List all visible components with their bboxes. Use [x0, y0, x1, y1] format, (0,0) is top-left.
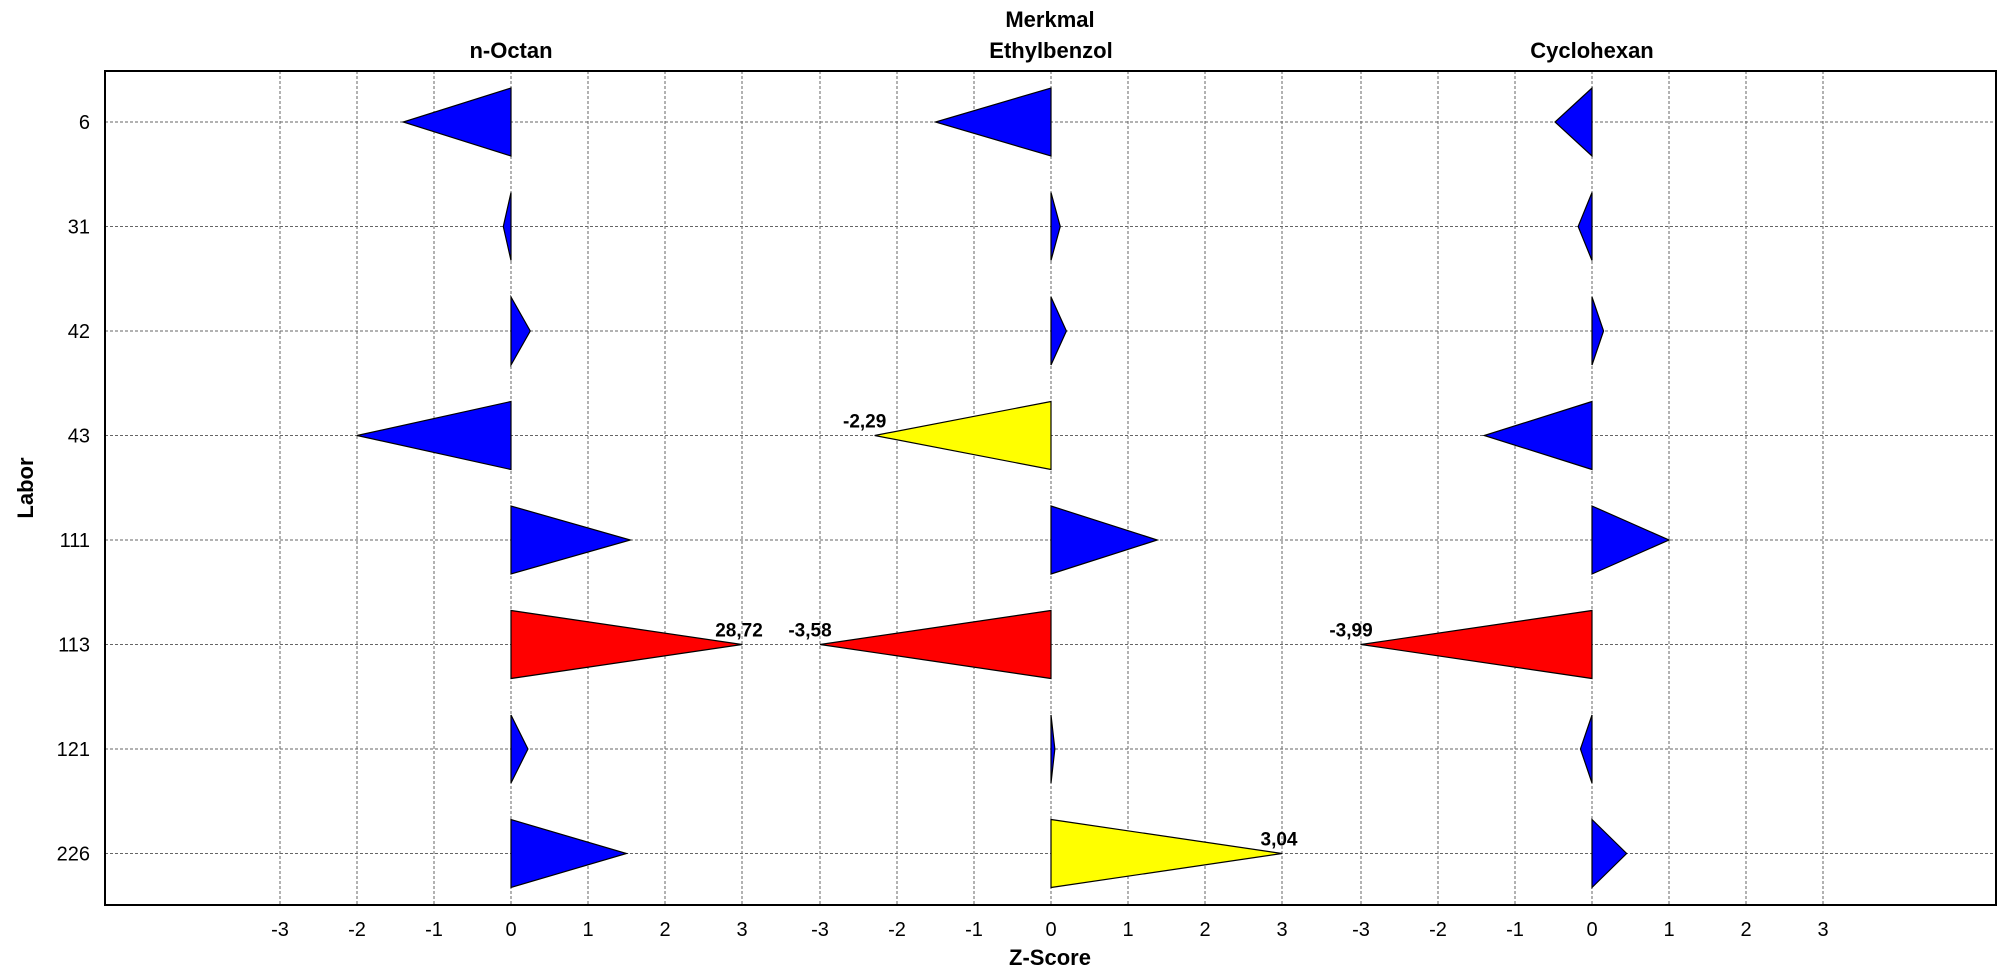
panel-title: n-Octan — [469, 38, 552, 63]
panel-title: Cyclohexan — [1530, 38, 1654, 63]
zscore-triangle — [874, 400, 1052, 471]
x-tick-label: 2 — [659, 919, 670, 941]
panel-title: Ethylbenzol — [989, 38, 1112, 63]
y-tick-label: 111 — [60, 530, 90, 552]
x-tick-label: 3 — [1817, 919, 1828, 941]
y-tick-label: 121 — [57, 739, 90, 761]
plot-frame — [104, 70, 1997, 906]
labels-layer: -3 -2 -1 0 1 2 3 n-Octan -3 -2 -1 0 1 2 3 Ethylbenzol -3… — [57, 38, 1829, 941]
zscore-triangle — [1050, 505, 1160, 575]
zscore-triangle — [1050, 296, 1068, 366]
zscore-triangle — [1591, 818, 1628, 889]
zscore-triangle — [1050, 192, 1061, 261]
zscore-triangle — [401, 87, 512, 157]
y-tick-label: 113 — [58, 635, 90, 657]
y-tick-label: 42 — [68, 321, 90, 343]
triangles-layer — [356, 86, 1671, 889]
x-tick-label: 1 — [1663, 919, 1674, 941]
value-label: -2,29 — [843, 412, 886, 433]
value-label: -3,58 — [788, 621, 831, 642]
x-tick-label: 2 — [1199, 919, 1210, 941]
y-tick-label: 226 — [57, 844, 90, 866]
zscore-triangle — [510, 818, 629, 889]
zscore-triangle — [1050, 818, 1283, 889]
x-tick-label: 1 — [1122, 919, 1133, 941]
zscore-triangle — [510, 505, 633, 575]
zscore-triangle — [510, 294, 531, 368]
zscore-triangle — [510, 714, 529, 784]
chart-super-title: Merkmal — [1005, 7, 1094, 32]
x-tick-label: 3 — [1276, 919, 1287, 941]
x-tick-label: -1 — [965, 919, 983, 941]
y-tick-label: 6 — [79, 112, 90, 134]
zscore-triangle — [1591, 505, 1671, 575]
zscore-triangle — [510, 609, 743, 680]
value-label: 28,72 — [715, 621, 763, 642]
x-tick-label: -3 — [811, 919, 829, 941]
zscore-triangle — [1577, 192, 1593, 261]
x-tick-label: 3 — [736, 919, 747, 941]
zscore-triangle — [1591, 296, 1605, 366]
zscore-triangle — [933, 87, 1052, 157]
y-axis-title: Labor — [13, 457, 38, 519]
value-label: -3,99 — [1329, 621, 1372, 642]
x-tick-label: -2 — [1429, 919, 1447, 941]
x-axis-title: Z-Score — [1009, 945, 1091, 970]
x-tick-label: -1 — [1506, 919, 1524, 941]
x-tick-label: -2 — [348, 919, 366, 941]
x-tick-label: -3 — [271, 919, 289, 941]
x-tick-label: 0 — [1045, 919, 1056, 941]
zscore-triangle — [502, 192, 512, 261]
x-tick-label: 1 — [582, 919, 593, 941]
zscore-triangle — [1360, 609, 1593, 680]
x-tick-label: -3 — [1352, 919, 1370, 941]
x-tick-label: 0 — [1586, 919, 1597, 941]
y-tick-label: 43 — [68, 426, 90, 448]
zscore-triangle — [1554, 86, 1593, 158]
value-label: 3,04 — [1261, 830, 1298, 851]
zscore-triangle — [1579, 714, 1593, 784]
zscore-triangle — [1050, 714, 1056, 784]
zscore-triangle — [819, 609, 1052, 680]
zscore-triangle — [356, 400, 512, 471]
zscore-triangle — [1482, 400, 1593, 471]
x-tick-label: 0 — [505, 919, 516, 941]
x-tick-label: 2 — [1740, 919, 1751, 941]
x-tick-label: -1 — [425, 919, 443, 941]
y-tick-label: 31 — [68, 217, 90, 239]
x-tick-label: -2 — [888, 919, 906, 941]
